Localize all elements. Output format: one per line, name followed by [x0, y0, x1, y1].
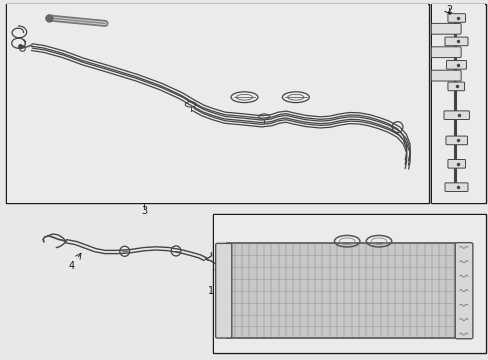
FancyBboxPatch shape: [430, 23, 460, 34]
FancyBboxPatch shape: [227, 243, 460, 338]
Text: 4: 4: [68, 261, 74, 271]
FancyBboxPatch shape: [430, 47, 460, 58]
FancyBboxPatch shape: [215, 243, 231, 338]
FancyBboxPatch shape: [447, 159, 465, 168]
FancyBboxPatch shape: [447, 14, 465, 22]
Text: 3: 3: [141, 206, 147, 216]
FancyBboxPatch shape: [445, 136, 467, 145]
FancyBboxPatch shape: [430, 70, 460, 81]
FancyBboxPatch shape: [213, 215, 484, 352]
FancyBboxPatch shape: [6, 4, 428, 203]
FancyBboxPatch shape: [447, 82, 464, 91]
FancyBboxPatch shape: [7, 4, 427, 203]
FancyBboxPatch shape: [443, 111, 468, 120]
FancyBboxPatch shape: [454, 243, 472, 339]
Text: 2: 2: [445, 5, 451, 15]
FancyBboxPatch shape: [430, 4, 485, 203]
FancyBboxPatch shape: [444, 37, 467, 46]
FancyBboxPatch shape: [444, 183, 467, 192]
FancyBboxPatch shape: [446, 60, 466, 69]
Text: 1: 1: [207, 286, 214, 296]
FancyBboxPatch shape: [212, 214, 485, 353]
FancyBboxPatch shape: [431, 4, 484, 203]
